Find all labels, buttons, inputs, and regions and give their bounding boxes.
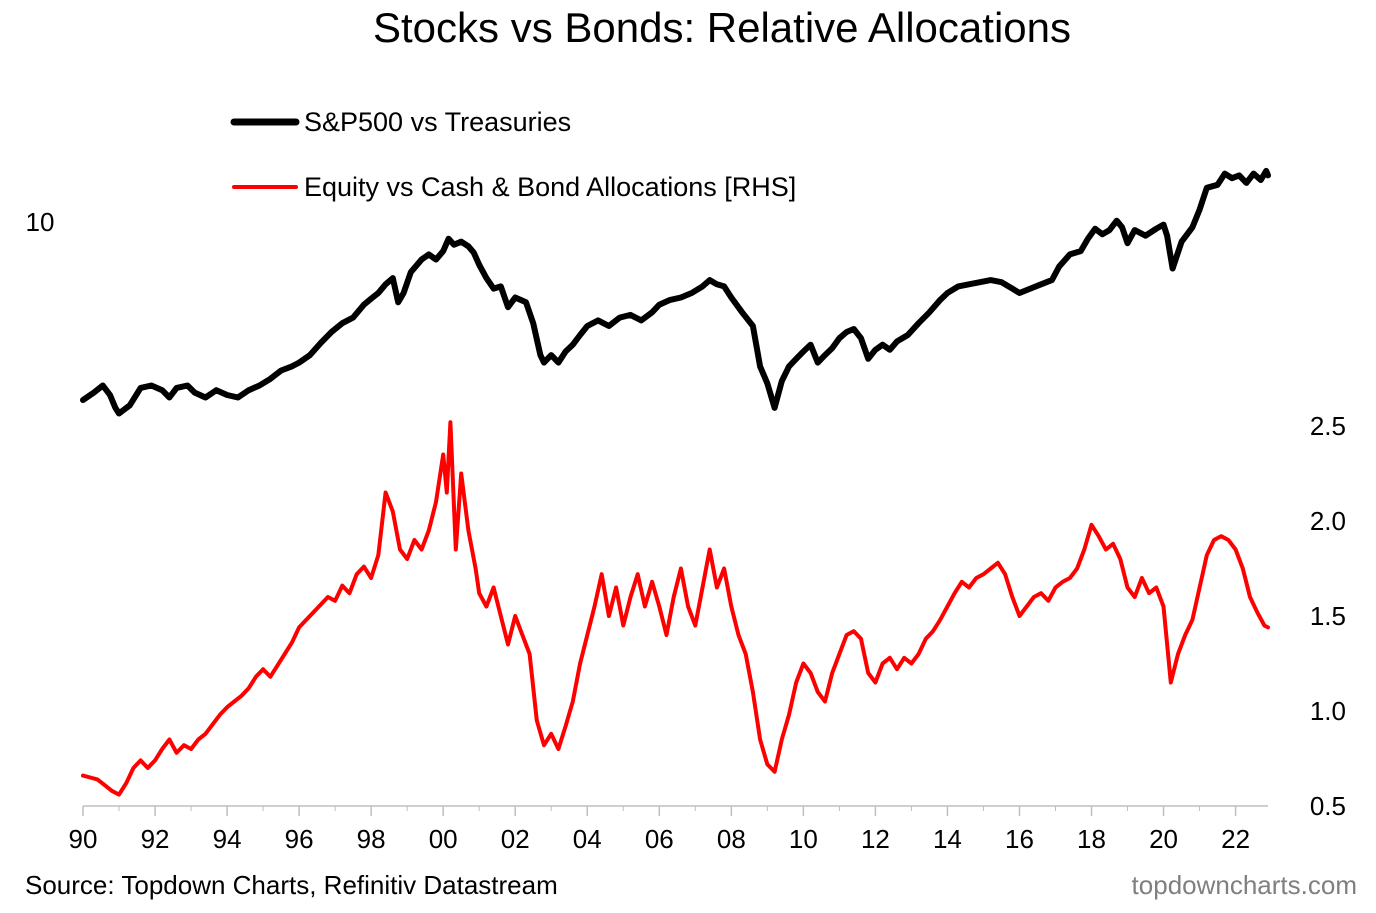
legend-label-sp500: S&P500 vs Treasuries bbox=[304, 107, 571, 137]
series-line-sp500-vs-treasuries bbox=[80, 167, 1271, 417]
x-tick-label: 02 bbox=[501, 824, 530, 854]
left-axis: 10 bbox=[26, 207, 55, 237]
x-tick-label: 12 bbox=[861, 824, 890, 854]
watermark: topdowncharts.com bbox=[1132, 870, 1357, 900]
right-tick-label: 2.0 bbox=[1310, 506, 1346, 536]
x-axis: 90 92 94 96 98 00 02 04 06 08 10 12 14 16 18 20 22 bbox=[69, 805, 1268, 854]
x-tick-label: 08 bbox=[717, 824, 746, 854]
legend: S&P500 vs Treasuries Equity vs Cash & Bo… bbox=[230, 107, 796, 202]
x-tick-label: 14 bbox=[933, 824, 962, 854]
x-tick-label: 96 bbox=[285, 824, 314, 854]
right-tick-label: 2.5 bbox=[1310, 411, 1346, 441]
x-tick-label: 92 bbox=[141, 824, 170, 854]
x-tick-label: 06 bbox=[645, 824, 674, 854]
legend-label-allocations: Equity vs Cash & Bond Allocations [RHS] bbox=[304, 172, 796, 202]
x-tick-label: 94 bbox=[213, 824, 242, 854]
chart-title: Stocks vs Bonds: Relative Allocations bbox=[373, 4, 1071, 51]
x-tick-label: 18 bbox=[1077, 824, 1106, 854]
right-tick-label: 1.5 bbox=[1310, 601, 1346, 631]
source-note: Source: Topdown Charts, Refinitiv Datast… bbox=[25, 870, 558, 900]
x-tick-label: 16 bbox=[1005, 824, 1034, 854]
right-tick-label: 0.5 bbox=[1310, 791, 1346, 821]
x-tick-label: 04 bbox=[573, 824, 602, 854]
x-tick-label: 20 bbox=[1149, 824, 1178, 854]
series-line-equity-vs-cash-bond bbox=[81, 420, 1270, 797]
x-tick-label: 00 bbox=[429, 824, 458, 854]
right-tick-label: 1.0 bbox=[1310, 696, 1346, 726]
right-axis: 0.5 1.0 1.5 2.0 2.5 bbox=[1310, 411, 1346, 821]
x-tick-label: 90 bbox=[69, 824, 98, 854]
x-tick-label: 22 bbox=[1221, 824, 1250, 854]
x-tick-label: 10 bbox=[789, 824, 818, 854]
left-tick-label: 10 bbox=[26, 207, 55, 237]
x-tick-label: 98 bbox=[357, 824, 386, 854]
